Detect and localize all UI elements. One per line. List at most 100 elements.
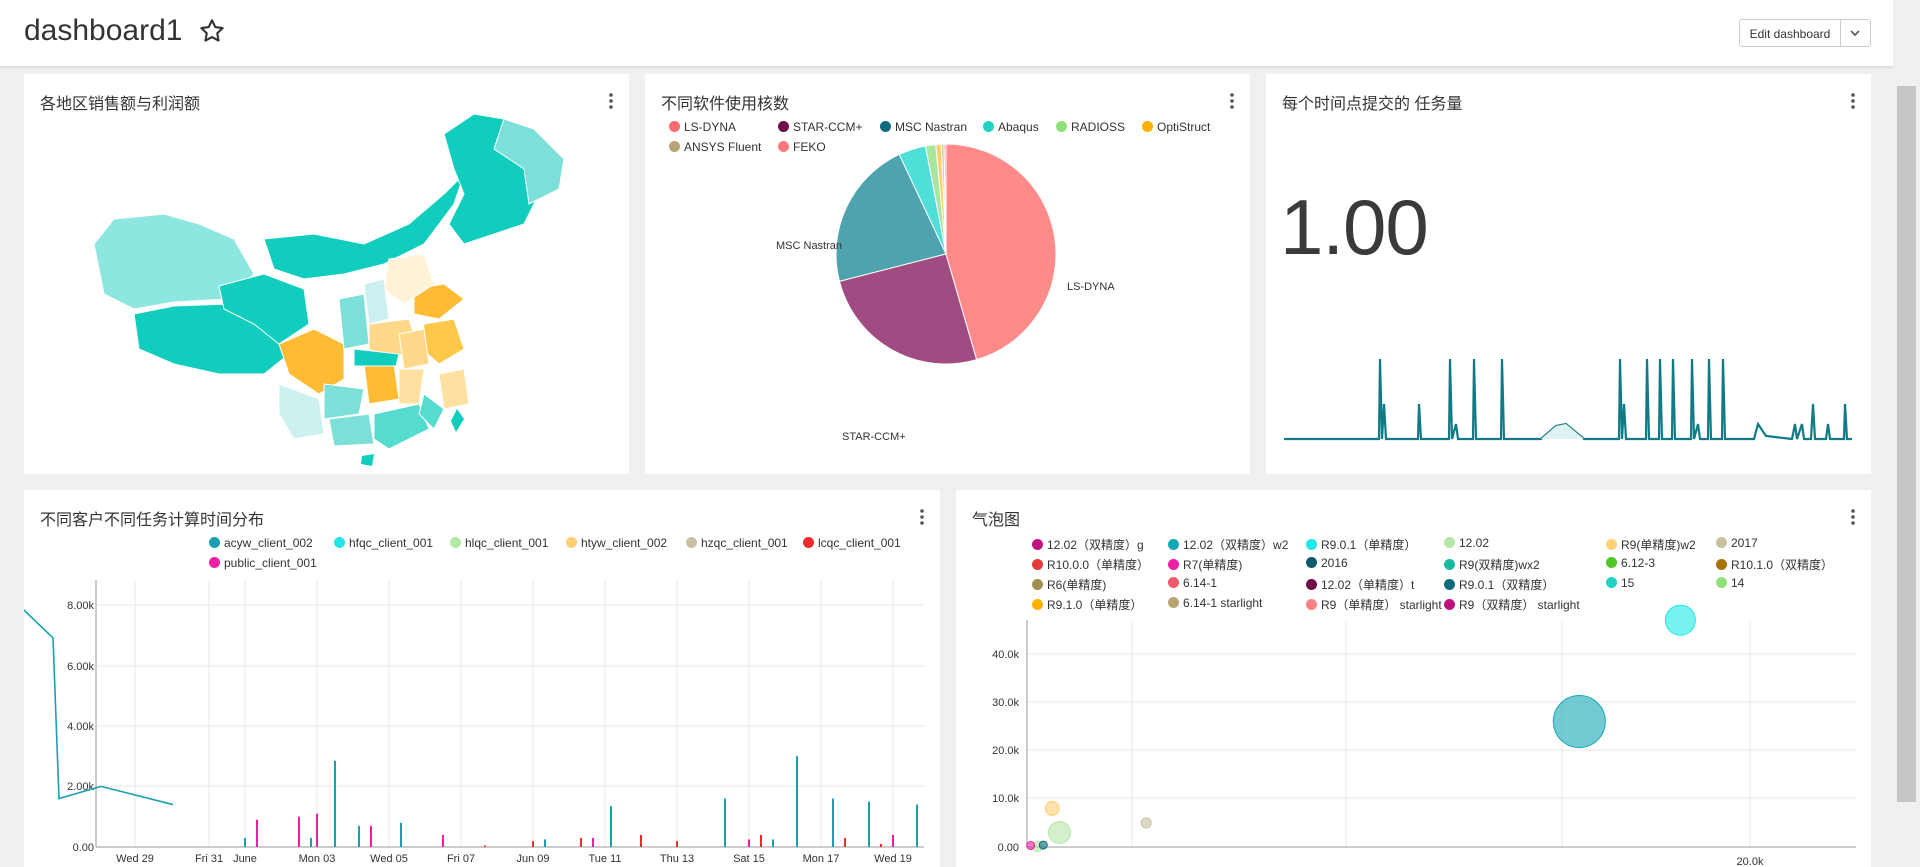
x-tick-label: Tue 11 xyxy=(588,853,621,865)
legend-label: R9.0.1（单精度） xyxy=(1321,538,1417,552)
legend-item[interactable]: Abaqus xyxy=(983,120,1039,134)
legend-item[interactable]: 14 xyxy=(1716,576,1744,590)
y-tick-label: 0.00 xyxy=(73,842,94,854)
more-menu-icon[interactable] xyxy=(1850,92,1856,110)
gridlines xyxy=(1027,620,1856,847)
y-tick-labels: 8.00k 6.00k 4.00k 2.00k 0.00 xyxy=(67,600,94,854)
legend-swatch xyxy=(1606,557,1617,568)
legend-item[interactable]: R9（单精度） starlight xyxy=(1306,596,1442,613)
legend-label: hlqc_client_001 xyxy=(465,536,549,550)
legend-swatch xyxy=(1032,539,1043,550)
more-menu-icon[interactable] xyxy=(919,508,925,526)
china-map[interactable] xyxy=(24,74,629,474)
legend-item[interactable]: acyw_client_002 xyxy=(209,536,313,550)
legend-label: R9(双精度)wx2 xyxy=(1459,558,1540,572)
panel-title: 不同客户不同任务计算时间分布 xyxy=(40,512,265,529)
legend-item[interactable]: 2016 xyxy=(1306,556,1348,570)
edit-dropdown-button[interactable] xyxy=(1841,19,1871,47)
region-yunnan xyxy=(278,383,325,440)
legend-item[interactable]: FEKO xyxy=(778,140,826,154)
x-tick-label: Fri 07 xyxy=(447,853,475,865)
legend-item[interactable]: hfqc_client_001 xyxy=(334,536,433,550)
bubble-point[interactable] xyxy=(1044,800,1060,816)
legend-item[interactable]: R9(单精度)w2 xyxy=(1606,536,1696,553)
bubble-point[interactable] xyxy=(1140,817,1152,829)
legend-item[interactable]: hzqc_client_001 xyxy=(686,536,788,550)
y-tick-label: 40.0k xyxy=(992,649,1019,661)
legend-label: R9（单精度） starlight xyxy=(1321,598,1442,612)
legend-item[interactable]: 12.02（单精度）t xyxy=(1306,576,1414,593)
region-shanxi xyxy=(363,278,390,325)
legend-swatch xyxy=(334,537,345,548)
timeseries-chart[interactable]: 8.00k 6.00k 4.00k 2.00k 0.00 Wed 29 Fri … xyxy=(24,490,940,867)
series-line[interactable] xyxy=(24,580,174,806)
big-number-value: 1.00 xyxy=(1280,183,1429,271)
y-tick-label: 4.00k xyxy=(67,721,94,733)
legend-item[interactable]: 2017 xyxy=(1716,536,1758,550)
legend-item[interactable]: ANSYS Fluent xyxy=(669,140,761,154)
legend-label: lcqc_client_001 xyxy=(818,536,901,550)
legend-item[interactable]: 15 xyxy=(1606,576,1634,590)
y-tick-label: 2.00k xyxy=(67,781,94,793)
legend-item[interactable]: STAR-CCM+ xyxy=(778,120,862,134)
edit-dashboard-button[interactable]: Edit dashboard xyxy=(1739,19,1841,47)
legend-item[interactable]: R9(双精度)wx2 xyxy=(1444,556,1540,573)
panel-title: 气泡图 xyxy=(972,512,1021,529)
legend-item[interactable]: htyw_client_002 xyxy=(566,536,667,550)
star-icon[interactable] xyxy=(198,17,226,45)
legend-item[interactable]: 6.12-3 xyxy=(1606,556,1655,570)
legend-item[interactable]: hlqc_client_001 xyxy=(450,536,548,550)
bubble-chart[interactable]: 40.0k 30.0k 20.0k 10.0k 0.00 20.0k xyxy=(956,490,1871,867)
more-menu-icon[interactable] xyxy=(608,92,614,110)
legend-label: 12.02 xyxy=(1459,536,1490,550)
big-number-panel: 每个时间点提交的 任务量 1.00 xyxy=(1266,74,1871,474)
bubble-point[interactable] xyxy=(1047,821,1071,845)
legend-label: 14 xyxy=(1731,576,1745,590)
legend-label: 15 xyxy=(1621,576,1635,590)
legend-item[interactable]: R6(单精度) xyxy=(1032,576,1106,593)
y-tick-label: 6.00k xyxy=(67,661,94,673)
legend-item[interactable]: 12.02（双精度）w2 xyxy=(1168,536,1288,553)
legend-item[interactable]: R10.1.0（双精度） xyxy=(1716,556,1833,573)
legend-item[interactable]: R9.0.1（单精度） xyxy=(1306,536,1416,553)
legend-item[interactable]: public_client_001 xyxy=(209,556,317,570)
legend-item[interactable]: lcqc_client_001 xyxy=(803,536,901,550)
legend-swatch xyxy=(686,537,697,548)
legend-swatch xyxy=(1444,599,1455,610)
legend-label: 12.02（双精度）w2 xyxy=(1183,538,1289,552)
legend-item[interactable]: RADIOSS xyxy=(1056,120,1125,134)
legend-label: hfqc_client_001 xyxy=(349,536,434,550)
legend-item[interactable]: MSC Nastran xyxy=(880,120,967,134)
scrollbar-thumb[interactable] xyxy=(1897,86,1916,802)
scrollbar[interactable] xyxy=(1893,0,1920,867)
pie-slice-ls-dyna[interactable] xyxy=(945,143,1057,361)
bubble-point[interactable] xyxy=(1664,604,1696,636)
more-menu-icon[interactable] xyxy=(1850,508,1856,526)
legend-item[interactable]: R7(单精度) xyxy=(1168,556,1242,573)
legend-swatch xyxy=(1032,559,1043,570)
legend-item[interactable]: OptiStruct xyxy=(1142,120,1210,134)
legend-item[interactable]: 6.14-1 xyxy=(1168,576,1217,590)
gridlines xyxy=(96,580,924,847)
legend-item[interactable]: 6.14-1 starlight xyxy=(1168,596,1262,610)
legend-item[interactable]: 12.02 xyxy=(1444,536,1489,550)
legend-item[interactable]: LS-DYNA xyxy=(669,120,736,134)
pie-chart[interactable]: LS-DYNA MSC Nastran STAR-CCM+ xyxy=(645,74,1250,474)
legend-item[interactable]: R9（双精度） starlight xyxy=(1444,596,1580,613)
bubble-point[interactable] xyxy=(1038,840,1048,850)
more-menu-icon[interactable] xyxy=(1229,92,1235,110)
bubble-legend: 12.02（双精度）g 12.02（双精度）w2 R9.0.1（单精度） 12.02 R… xyxy=(956,490,1871,613)
region-shaanxi xyxy=(338,293,370,350)
bubble-point[interactable] xyxy=(1026,841,1036,851)
legend-item[interactable]: R9.1.0（单精度） xyxy=(1032,596,1142,613)
legend-item[interactable]: R9.0.1（双精度） xyxy=(1444,576,1554,593)
pie-slice-star-ccm-[interactable] xyxy=(838,253,978,365)
region-guizhou xyxy=(323,383,365,420)
region-anhui xyxy=(398,328,430,370)
legend-swatch xyxy=(1142,121,1153,132)
legend-item[interactable]: 12.02（双精度）g xyxy=(1032,536,1144,553)
legend-label: FEKO xyxy=(793,140,826,154)
legend-item[interactable]: R10.0.0（单精度） xyxy=(1032,556,1149,573)
pie-slice-msc-nastran[interactable] xyxy=(835,153,947,282)
bubble-point[interactable] xyxy=(1552,695,1606,749)
